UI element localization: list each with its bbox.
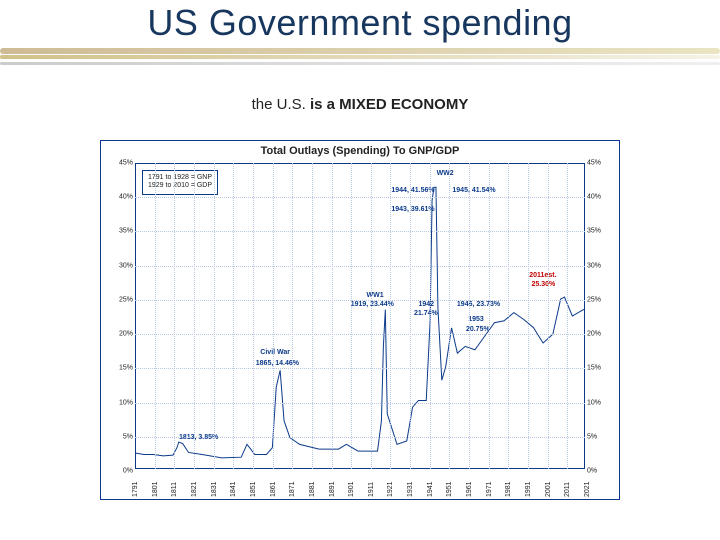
x-axis-label: 1871: [289, 481, 296, 497]
chart-annotation: WW2: [437, 170, 454, 177]
x-axis-label: 1791: [132, 481, 139, 497]
chart-annotation: 1953: [468, 316, 484, 323]
y-axis-label-left: 20%: [101, 331, 133, 338]
grid-line-v: [567, 163, 568, 469]
grid-line-v: [489, 163, 490, 469]
grid-line-v: [155, 163, 156, 469]
y-axis-label-right: 45%: [587, 160, 619, 167]
grid-line-v: [449, 163, 450, 469]
grid-line-v: [233, 163, 234, 469]
chart-annotation: 2011est.: [529, 272, 556, 279]
x-axis-label: 1881: [309, 481, 316, 497]
grid-line-v: [214, 163, 215, 469]
y-axis-label-right: 25%: [587, 296, 619, 303]
x-axis-label: 2011: [564, 482, 571, 497]
chart-annotation: 1946, 23.73%: [457, 301, 500, 308]
grid-line-v: [528, 163, 529, 469]
y-axis-label-right: 0%: [587, 468, 619, 475]
slide: US Government spending the U.S. is a MIX…: [0, 0, 720, 540]
x-axis-label: 1921: [387, 481, 394, 497]
x-axis-label: 1831: [211, 481, 218, 497]
y-axis-label-right: 20%: [587, 331, 619, 338]
y-axis-label-left: 0%: [101, 468, 133, 475]
chart-annotation: 1944, 41.56%: [391, 187, 434, 194]
chart-line-svg: [136, 164, 584, 468]
grid-line-v: [390, 163, 391, 469]
decorative-band: [0, 48, 720, 54]
subtitle: the U.S. is a MIXED ECONOMY: [0, 96, 720, 113]
subtitle-emph: is a MIXED ECONOMY: [310, 96, 468, 113]
x-axis-label: 1901: [348, 481, 355, 497]
grid-line-h: [135, 403, 585, 404]
x-axis-label: 2021: [584, 481, 591, 497]
grid-line-h: [135, 231, 585, 232]
y-axis-label-right: 10%: [587, 399, 619, 406]
chart-container: Total Outlays (Spending) To GNP/GDP 1791…: [100, 140, 620, 500]
grid-line-v: [194, 163, 195, 469]
grid-line-v: [312, 163, 313, 469]
y-axis-label-left: 30%: [101, 262, 133, 269]
x-axis-label: 1961: [466, 481, 473, 497]
grid-line-h: [135, 266, 585, 267]
y-axis-label-right: 30%: [587, 262, 619, 269]
x-axis-label: 1851: [250, 481, 257, 497]
chart-annotation: 21.74%: [414, 310, 438, 317]
chart-plot-area: 1791 to 1928 = GNP 1929 to 2010 = GDP 18…: [135, 163, 585, 469]
x-axis-label: 1861: [270, 481, 277, 497]
y-axis-label-left: 15%: [101, 365, 133, 372]
grid-line-v: [548, 163, 549, 469]
y-axis-label-right: 5%: [587, 433, 619, 440]
page-title: US Government spending: [60, 2, 660, 44]
chart-annotation: 1943, 39.61%: [391, 206, 434, 213]
grid-line-v: [174, 163, 175, 469]
chart-title: Total Outlays (Spending) To GNP/GDP: [101, 145, 619, 157]
y-axis-label-left: 35%: [101, 228, 133, 235]
grid-line-v: [410, 163, 411, 469]
grid-line-h: [135, 437, 585, 438]
subtitle-prefix: the U.S.: [252, 96, 310, 113]
chart-annotation: 1919, 23.44%: [351, 301, 394, 308]
y-axis-label-left: 10%: [101, 399, 133, 406]
grid-line-v: [351, 163, 352, 469]
decorative-band: [0, 62, 720, 65]
chart-series-line: [136, 187, 584, 458]
y-axis-label-right: 40%: [587, 194, 619, 201]
grid-line-v: [508, 163, 509, 469]
y-axis-label-left: 45%: [101, 160, 133, 167]
x-axis-label: 1821: [191, 481, 198, 497]
x-axis-label: 1841: [230, 481, 237, 497]
y-axis-label-left: 5%: [101, 433, 133, 440]
y-axis-label-right: 35%: [587, 228, 619, 235]
grid-line-v: [253, 163, 254, 469]
grid-line-h: [135, 197, 585, 198]
grid-line-v: [273, 163, 274, 469]
x-axis-label: 1811: [171, 482, 178, 497]
x-axis-label: 1931: [407, 481, 414, 497]
chart-annotation: WW1: [367, 292, 384, 299]
grid-line-v: [469, 163, 470, 469]
x-axis-label: 1911: [368, 482, 375, 497]
grid-line-h: [135, 368, 585, 369]
grid-line-h: [135, 334, 585, 335]
decorative-band: [0, 55, 720, 59]
x-axis-label: 1801: [152, 481, 159, 497]
x-axis-label: 1991: [525, 481, 532, 497]
grid-line-h: [135, 300, 585, 301]
x-axis-label: 1981: [505, 481, 512, 497]
x-axis-label: 1971: [486, 481, 493, 497]
grid-line-v: [292, 163, 293, 469]
chart-annotation: 25.30%: [532, 281, 556, 288]
chart-annotation: 1942: [419, 301, 435, 308]
x-axis-label: 1891: [329, 481, 336, 497]
x-axis-label: 2001: [545, 481, 552, 497]
y-axis-label-left: 25%: [101, 296, 133, 303]
grid-line-v: [371, 163, 372, 469]
x-axis-label: 1941: [427, 481, 434, 497]
grid-line-v: [332, 163, 333, 469]
x-axis-label: 1951: [446, 481, 453, 497]
chart-annotation: Civil War: [260, 349, 290, 356]
y-axis-label-right: 15%: [587, 365, 619, 372]
grid-line-v: [430, 163, 431, 469]
y-axis-label-left: 40%: [101, 194, 133, 201]
